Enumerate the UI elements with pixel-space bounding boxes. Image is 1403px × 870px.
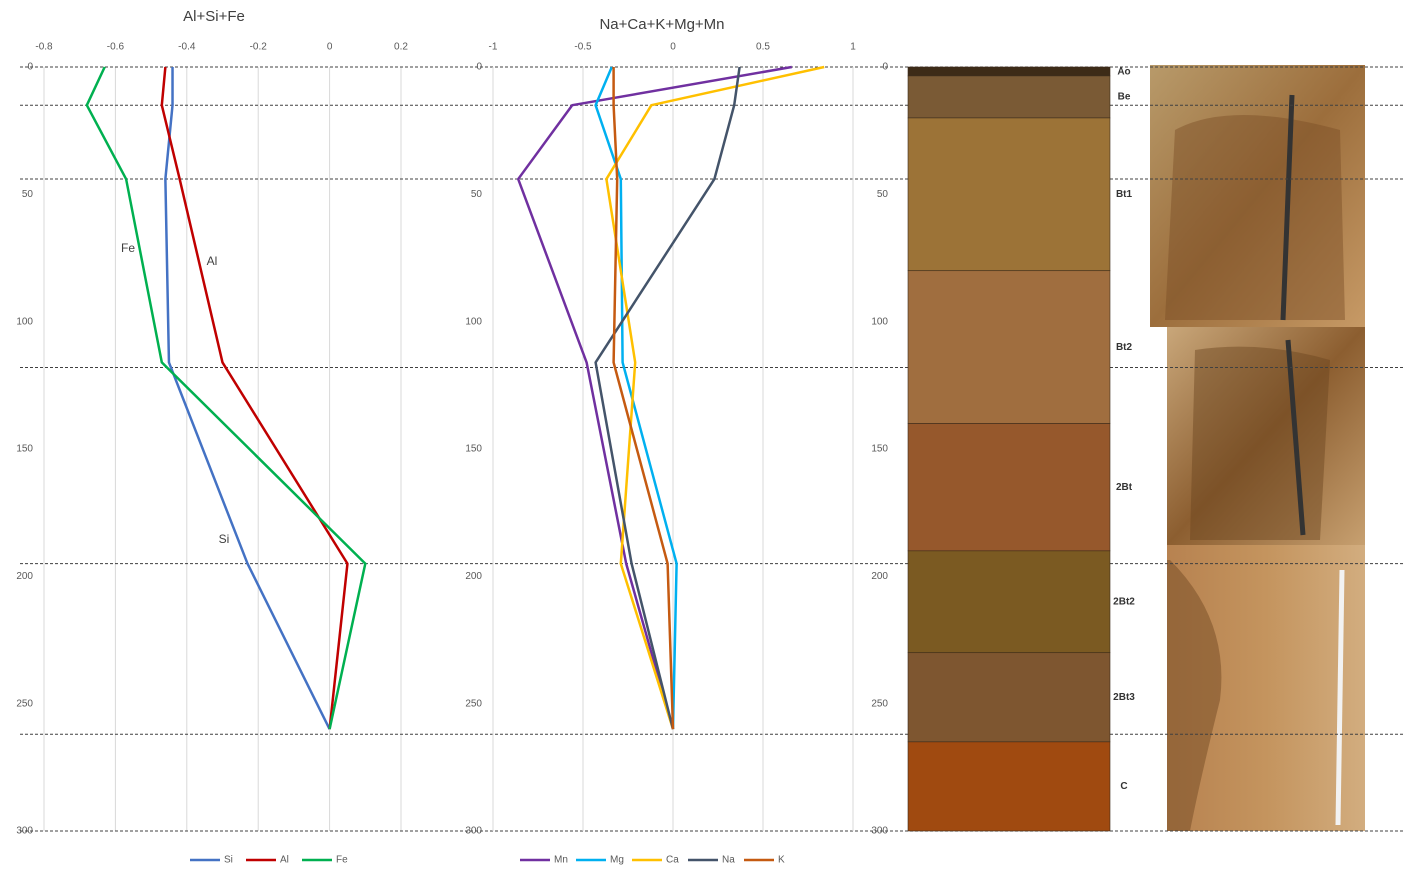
y-tick-label: 250 bbox=[16, 698, 33, 709]
y-tick-label: 150 bbox=[465, 444, 482, 455]
legend-label: K bbox=[778, 855, 785, 866]
y-tick-label: 250 bbox=[465, 698, 482, 709]
x-tick-label: 0 bbox=[327, 42, 333, 53]
legend-label: Fe bbox=[336, 855, 348, 866]
y-tick-label: 150 bbox=[871, 444, 888, 455]
horizon-label: Be bbox=[1118, 92, 1131, 103]
horizon bbox=[908, 118, 1110, 271]
series-line bbox=[518, 67, 792, 729]
annotation: Si bbox=[219, 532, 230, 546]
profile-photos bbox=[1150, 65, 1365, 831]
y-tick-label: 200 bbox=[16, 571, 33, 582]
horizon bbox=[908, 742, 1110, 831]
horizon-label: 2Bt3 bbox=[1113, 692, 1135, 703]
horizon bbox=[908, 653, 1110, 742]
x-tick-label: 1 bbox=[850, 42, 856, 53]
annotation: Fe bbox=[121, 241, 135, 255]
series-line bbox=[596, 67, 677, 729]
photo-pit bbox=[1190, 347, 1330, 540]
horizon-label: Ao bbox=[1117, 67, 1130, 78]
x-tick-label: 0.2 bbox=[394, 42, 408, 53]
x-tick-label: 0.5 bbox=[756, 42, 770, 53]
series-line bbox=[87, 67, 365, 729]
horizon-label: C bbox=[1120, 781, 1127, 792]
y-tick-label: 50 bbox=[22, 189, 34, 200]
series-line bbox=[165, 67, 329, 729]
x-tick-label: -0.4 bbox=[178, 42, 196, 53]
series-line bbox=[162, 67, 348, 729]
series-line bbox=[606, 67, 824, 729]
y-tick-label: 300 bbox=[871, 826, 888, 837]
x-tick-label: -1 bbox=[489, 42, 498, 53]
horizon-label: 2Bt2 bbox=[1113, 596, 1135, 607]
y-tick-label: 100 bbox=[871, 316, 888, 327]
x-tick-label: 0 bbox=[670, 42, 676, 53]
horizon bbox=[908, 424, 1110, 551]
legend-label: Mn bbox=[554, 855, 568, 866]
horizon-label: Bt2 bbox=[1116, 342, 1133, 353]
figure: Al+Si+Fe-0.8-0.6-0.4-0.200.2050100150200… bbox=[0, 0, 1403, 870]
y-tick-label: 100 bbox=[465, 316, 482, 327]
legend-label: Ca bbox=[666, 855, 679, 866]
x-tick-label: -0.8 bbox=[35, 42, 53, 53]
x-tick-label: -0.6 bbox=[107, 42, 125, 53]
y-tick-label: 300 bbox=[465, 826, 482, 837]
horizon-label: Bt1 bbox=[1116, 189, 1133, 200]
y-tick-label: 200 bbox=[465, 571, 482, 582]
legend-label: Mg bbox=[610, 855, 624, 866]
horizon bbox=[908, 67, 1110, 76]
chart-title: Al+Si+Fe bbox=[183, 8, 245, 25]
x-tick-label: -0.5 bbox=[574, 42, 592, 53]
chart-title: Na+Ca+K+Mg+Mn bbox=[599, 16, 724, 33]
y-tick-label: 100 bbox=[16, 316, 33, 327]
horizon-label: 2Bt bbox=[1116, 482, 1133, 493]
y-tick-label: 150 bbox=[16, 444, 33, 455]
legend-label: Na bbox=[722, 855, 735, 866]
horizon bbox=[908, 76, 1110, 118]
y-tick-label: 0 bbox=[882, 62, 888, 73]
y-tick-label: 50 bbox=[877, 189, 889, 200]
y-tick-label: 200 bbox=[871, 571, 888, 582]
horizon bbox=[908, 271, 1110, 424]
y-tick-label: 0 bbox=[476, 62, 482, 73]
series-line bbox=[614, 67, 673, 729]
legend-label: Si bbox=[224, 855, 233, 866]
legend-label: Al bbox=[280, 855, 289, 866]
annotation: Al bbox=[207, 254, 218, 268]
horizon bbox=[908, 551, 1110, 653]
y-tick-label: 250 bbox=[871, 698, 888, 709]
photo-pit bbox=[1165, 115, 1345, 320]
y-tick-label: 50 bbox=[471, 189, 483, 200]
x-tick-label: -0.2 bbox=[250, 42, 268, 53]
